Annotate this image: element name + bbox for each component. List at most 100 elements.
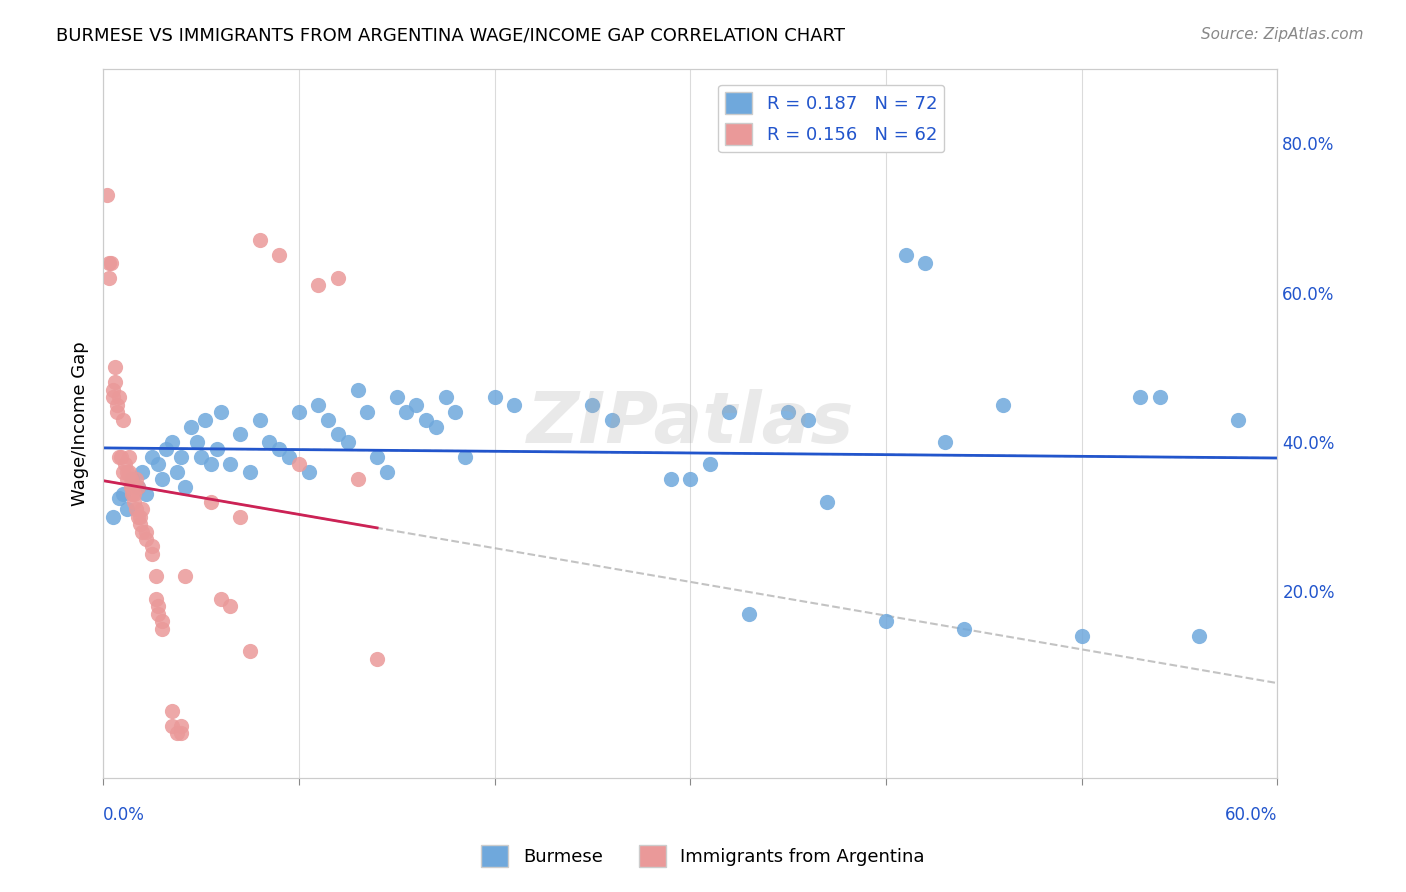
Point [111,465,134,479]
Point [150,614,173,628]
Point [239,644,262,658]
Point [434,390,457,404]
Point [395,405,418,419]
Point [288,458,311,472]
Point [298,465,321,479]
Point [174,569,197,583]
Point [129,509,152,524]
Point [101,509,124,524]
Point [229,427,252,442]
Point [107,390,129,404]
Point [316,412,339,426]
Point [146,599,169,614]
Point [141,540,163,554]
Point [600,412,623,426]
Point [166,726,188,740]
Text: ZIPatlas: ZIPatlas [527,389,853,458]
Point [186,434,208,449]
Point [953,622,976,636]
Point [115,472,138,486]
Point [160,719,183,733]
Text: BURMESE VS IMMIGRANTS FROM ARGENTINA WAGE/INCOME GAP CORRELATION CHART: BURMESE VS IMMIGRANTS FROM ARGENTINA WAG… [56,27,845,45]
Point [170,719,193,733]
Point [1188,629,1211,643]
Point [174,480,197,494]
Point [117,465,139,479]
Point [209,591,232,606]
Point [875,614,897,628]
Point [894,248,917,262]
Legend: Burmese, Immigrants from Argentina: Burmese, Immigrants from Argentina [474,838,932,874]
Point [288,405,311,419]
Point [129,517,152,532]
Point [98,256,121,270]
Point [718,405,741,419]
Point [444,405,467,419]
Point [1070,629,1092,643]
Point [415,412,437,426]
Point [278,450,301,464]
Point [104,360,127,375]
Point [127,480,149,494]
Point [815,494,838,508]
Point [425,420,447,434]
Point [117,450,139,464]
Point [105,405,128,419]
Point [200,458,222,472]
Point [121,472,143,486]
Point [115,465,138,479]
Point [170,450,193,464]
Point [581,398,603,412]
Point [141,450,163,464]
Point [131,465,153,479]
Point [170,726,193,740]
Point [135,524,157,539]
Point [346,383,368,397]
Point [993,398,1015,412]
Point [326,270,349,285]
Point [1227,412,1250,426]
Point [366,651,388,665]
Point [249,233,271,247]
Point [194,412,217,426]
Point [346,472,368,486]
Point [146,607,169,621]
Point [105,398,128,412]
Point [356,405,378,419]
Point [219,599,242,614]
Point [484,390,506,404]
Point [307,278,329,293]
Point [326,427,349,442]
Point [219,458,242,472]
Point [375,465,398,479]
Point [114,458,136,472]
Point [101,390,124,404]
Text: 0.0%: 0.0% [103,806,145,824]
Point [120,480,142,494]
Point [336,434,359,449]
Point [269,442,291,457]
Point [111,487,134,501]
Point [249,412,271,426]
Point [141,547,163,561]
Point [121,487,143,501]
Point [503,398,526,412]
Point [135,532,157,546]
Point [145,569,167,583]
Point [150,622,173,636]
Point [127,480,149,494]
Point [209,405,232,419]
Point [205,442,228,457]
Point [135,487,157,501]
Point [190,450,212,464]
Point [160,434,183,449]
Point [307,398,329,412]
Point [160,704,183,718]
Point [934,434,956,449]
Point [125,472,148,486]
Point [699,458,721,472]
Point [200,494,222,508]
Point [100,256,122,270]
Point [150,472,173,486]
Point [155,442,177,457]
